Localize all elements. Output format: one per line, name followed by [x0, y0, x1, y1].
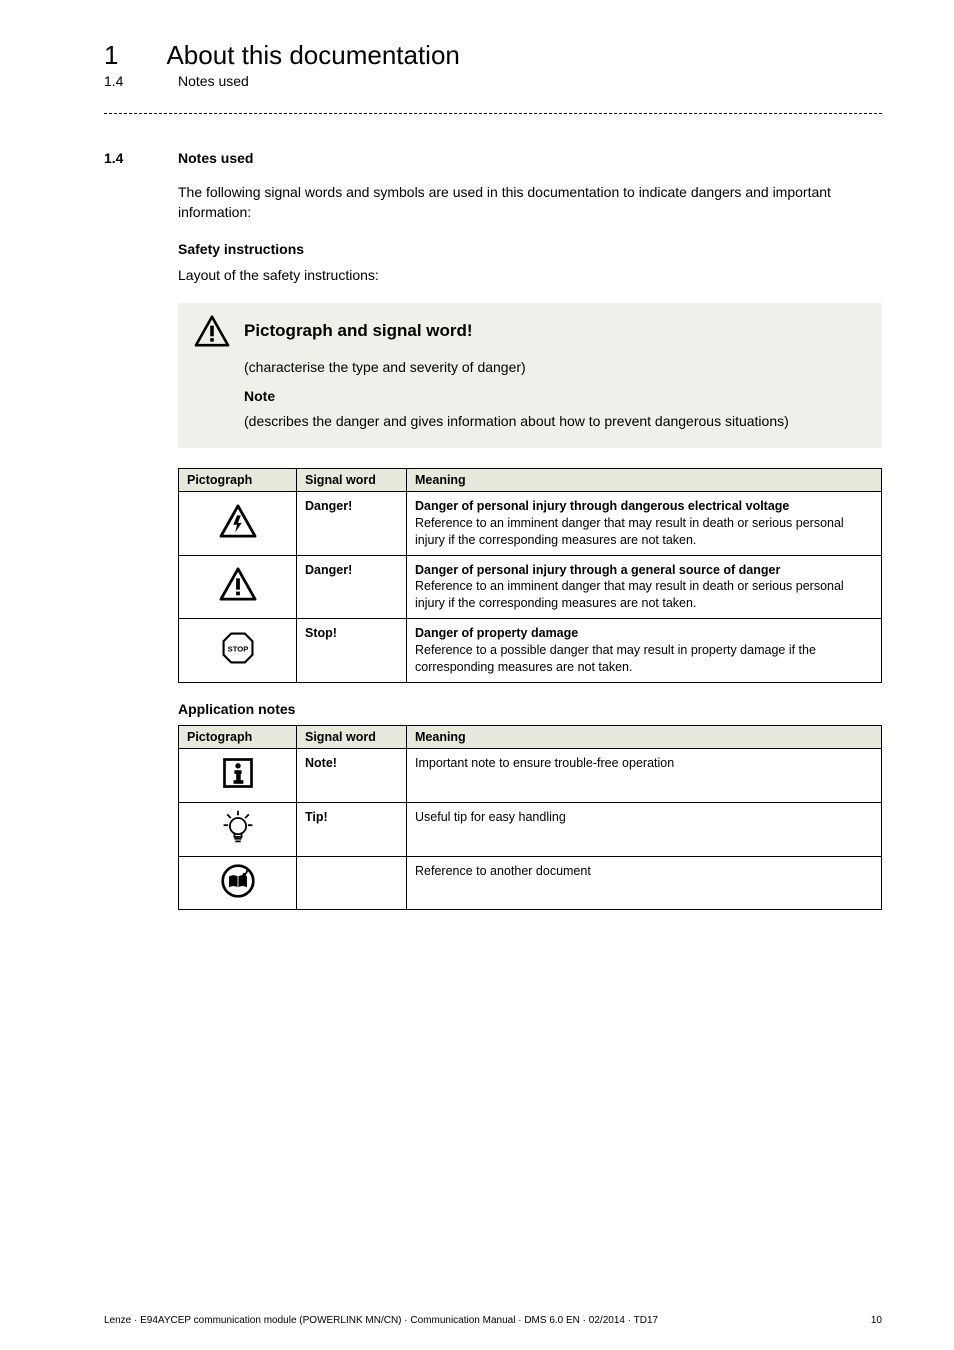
- excl-triangle-icon: [179, 555, 297, 619]
- callout-title: Pictograph and signal word!: [244, 321, 473, 341]
- callout-line1: (characterise the type and severity of d…: [244, 357, 866, 378]
- th-meaning: Meaning: [407, 725, 882, 748]
- th-pictograph: Pictograph: [179, 468, 297, 491]
- meaning-cell: Useful tip for easy handling: [407, 802, 882, 856]
- lightbulb-icon: [179, 802, 297, 856]
- signal-word-callout: Pictograph and signal word! (characteris…: [178, 303, 882, 448]
- warning-triangle-icon: [194, 315, 230, 347]
- signal-word-cell: Tip!: [297, 802, 407, 856]
- safety-heading: Safety instructions: [178, 241, 882, 257]
- chapter-number: 1: [104, 40, 118, 71]
- th-signal: Signal word: [297, 468, 407, 491]
- chapter-header: 1 About this documentation: [104, 40, 882, 71]
- safety-layout-text: Layout of the safety instructions:: [178, 265, 882, 285]
- footer-text: Lenze · E94AYCEP communication module (P…: [104, 1315, 658, 1326]
- section-heading: 1.4 Notes used: [104, 150, 882, 166]
- signal-word-cell: Note!: [297, 748, 407, 802]
- callout-line2: (describes the danger and gives informat…: [244, 411, 866, 432]
- signal-word-cell: Danger!: [297, 555, 407, 619]
- bolt-triangle-icon: [179, 491, 297, 555]
- safety-table: Pictograph Signal word Meaning Danger!Da…: [178, 468, 882, 683]
- intro-paragraph: The following signal words and symbols a…: [178, 182, 882, 223]
- info-box-icon: [179, 748, 297, 802]
- section-number: 1.4: [104, 150, 130, 166]
- callout-note-label: Note: [244, 386, 866, 407]
- subheader: 1.4 Notes used: [104, 73, 882, 89]
- book-circle-icon: [179, 856, 297, 910]
- table-row: Stop!Danger of property damageReference …: [179, 619, 882, 683]
- meaning-cell: Important note to ensure trouble-free op…: [407, 748, 882, 802]
- divider-dashed: [104, 113, 882, 114]
- table-row: Note!Important note to ensure trouble-fr…: [179, 748, 882, 802]
- table-row: Reference to another document: [179, 856, 882, 910]
- signal-word-cell: Danger!: [297, 491, 407, 555]
- table-row: Danger!Danger of personal injury through…: [179, 555, 882, 619]
- th-meaning: Meaning: [407, 468, 882, 491]
- signal-word-cell: [297, 856, 407, 910]
- section-title: Notes used: [178, 150, 253, 166]
- chapter-title: About this documentation: [166, 40, 459, 71]
- subheader-number: 1.4: [104, 73, 130, 89]
- table-row: Danger!Danger of personal injury through…: [179, 491, 882, 555]
- th-pictograph: Pictograph: [179, 725, 297, 748]
- signal-word-cell: Stop!: [297, 619, 407, 683]
- th-signal: Signal word: [297, 725, 407, 748]
- meaning-cell: Danger of personal injury through danger…: [407, 491, 882, 555]
- table-row: Tip!Useful tip for easy handling: [179, 802, 882, 856]
- page-footer: Lenze · E94AYCEP communication module (P…: [104, 1315, 882, 1326]
- app-notes-heading: Application notes: [178, 701, 882, 717]
- meaning-cell: Reference to another document: [407, 856, 882, 910]
- stop-octagon-icon: [179, 619, 297, 683]
- page-number: 10: [871, 1315, 882, 1326]
- meaning-cell: Danger of personal injury through a gene…: [407, 555, 882, 619]
- app-notes-table: Pictograph Signal word Meaning Note!Impo…: [178, 725, 882, 911]
- subheader-title: Notes used: [178, 73, 249, 89]
- meaning-cell: Danger of property damageReference to a …: [407, 619, 882, 683]
